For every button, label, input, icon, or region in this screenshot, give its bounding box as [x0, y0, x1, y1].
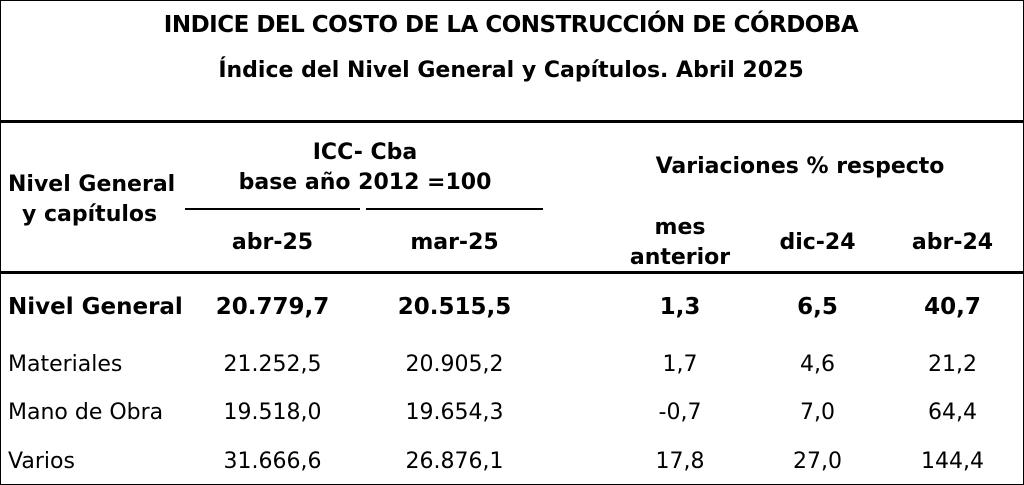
cell-mar25: 20.515,5: [397, 294, 512, 320]
icc-underline-left: [185, 208, 360, 210]
page-title: INDICE DEL COSTO DE LA CONSTRUCCIÓN DE C…: [163, 12, 859, 38]
cell-abr24: 40,7: [924, 294, 981, 320]
icc-line2: base año 2012 =100: [238, 170, 492, 195]
cell-abr25: 19.518,0: [223, 400, 322, 425]
page-subtitle: Índice del Nivel General y Capítulos. Ab…: [218, 58, 804, 83]
col-header-abr24: abr-24: [911, 230, 994, 255]
cell-dic24: 6,5: [797, 294, 838, 320]
icc-header: ICC- Cba base año 2012 =100: [185, 138, 545, 198]
icc-line1: ICC- Cba: [312, 140, 418, 165]
header-bottom-rule: [0, 271, 1024, 274]
col-header-mes-anterior: mes anterior: [600, 213, 760, 273]
cell-mar25: 20.905,2: [405, 352, 504, 377]
cell-dic24: 7,0: [800, 400, 835, 425]
cell-mes-anterior: 1,7: [662, 352, 698, 377]
cell-abr25: 31.666,6: [223, 449, 322, 474]
row-label-line2: y capítulos: [22, 202, 158, 227]
cell-mar25: 26.876,1: [405, 449, 504, 474]
row-label: Materiales: [8, 352, 123, 377]
col-header-mar25: mar-25: [410, 230, 499, 255]
col-header-dic24: dic-24: [779, 230, 856, 255]
cell-abr25: 20.779,7: [215, 294, 330, 320]
cell-mes-anterior: 1,3: [659, 294, 701, 320]
col-header-abr25: abr-25: [231, 230, 314, 255]
cell-abr25: 21.252,5: [223, 352, 322, 377]
row-label: Nivel General: [8, 294, 183, 320]
cell-dic24: 4,6: [800, 352, 835, 377]
cell-abr24: 21,2: [928, 352, 977, 377]
cell-mar25: 19.654,3: [405, 400, 504, 425]
cell-mes-anterior: 17,8: [655, 449, 705, 474]
variations-header: Variaciones % respecto: [655, 154, 945, 179]
cell-abr24: 64,4: [928, 400, 977, 425]
row-label-line1: Nivel General: [8, 172, 176, 197]
col-header-anterior: anterior: [629, 245, 731, 270]
row-label: Varios: [8, 449, 75, 474]
icc-underline-right: [366, 208, 543, 210]
row-label-header: Nivel General y capítulos: [8, 170, 208, 230]
cell-abr24: 144,4: [921, 449, 984, 474]
header-top-rule: [0, 120, 1024, 123]
col-header-mes: mes: [654, 215, 706, 240]
cell-dic24: 27,0: [793, 449, 842, 474]
cell-mes-anterior: -0,7: [658, 400, 702, 425]
row-label: Mano de Obra: [8, 400, 164, 425]
